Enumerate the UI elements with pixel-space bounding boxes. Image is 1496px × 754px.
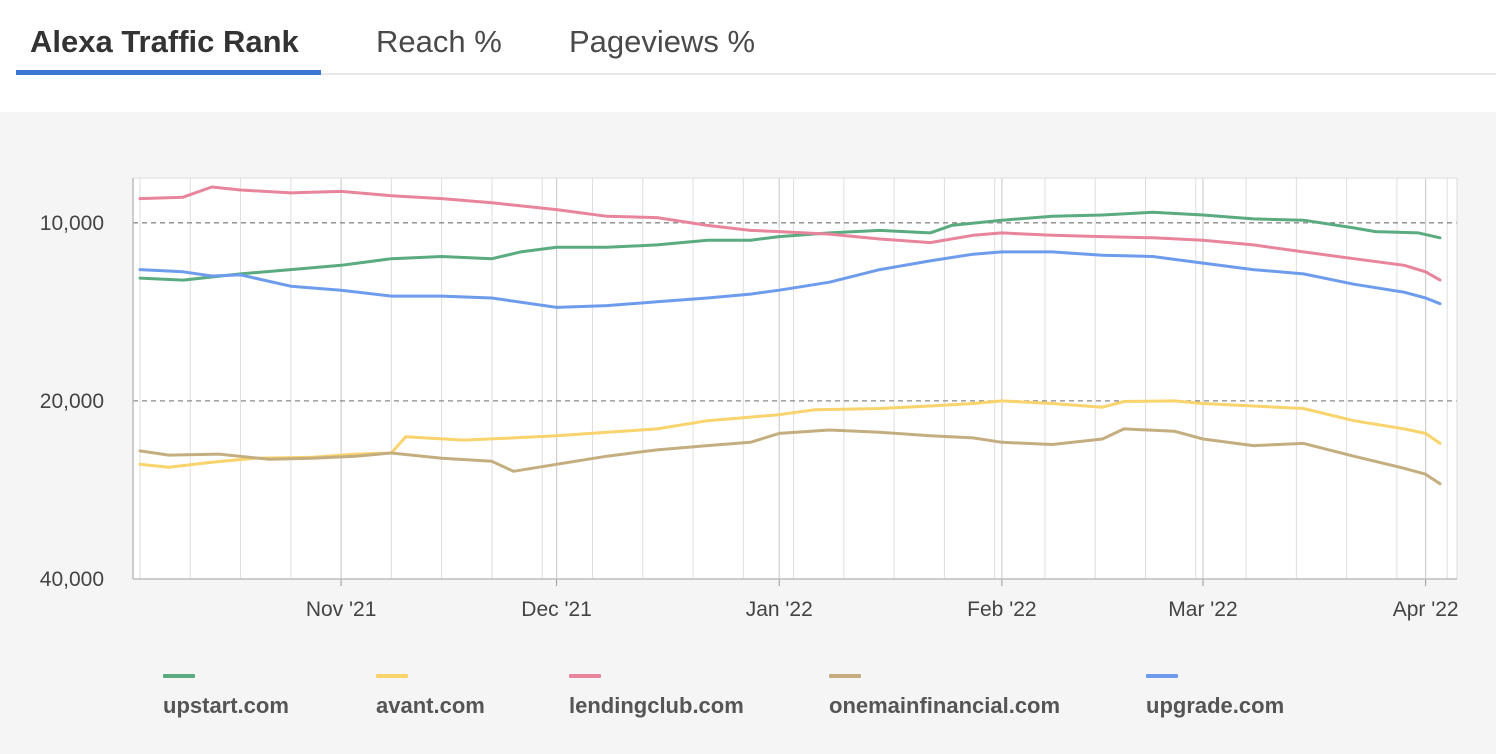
x-tick-label-2: Jan '22 — [746, 598, 813, 621]
chart-legend: upstart.com avant.com lendingclub.com on… — [0, 663, 1496, 733]
traffic-rank-chart: Nov '21 Dec '21 Jan '22 Feb '22 Mar '22 Apr '… — [40, 177, 1459, 621]
legend-swatch-avant — [376, 674, 408, 678]
legend-label-upgrade: upgrade.com — [1146, 693, 1285, 718]
legend-label-onemainfinancial: onemainfinancial.com — [829, 693, 1061, 718]
x-tick-label-5: Apr '22 — [1393, 598, 1459, 621]
tab-reach-percent[interactable]: Reach % — [376, 24, 502, 59]
x-tick-label-0: Nov '21 — [306, 598, 377, 621]
series-line-onemainfinancial — [138, 427, 1442, 486]
y-tick-label-1: 20,000 — [40, 390, 104, 413]
y-tick-label-0: 10,000 — [40, 212, 104, 235]
y-tick-label-2: 40,000 — [40, 568, 104, 591]
legend-swatch-lendingclub — [569, 674, 601, 678]
series-line-upstart — [138, 210, 1442, 282]
tab-pageviews-percent[interactable]: Pageviews % — [569, 24, 756, 59]
x-tick-label-4: Mar '22 — [1168, 598, 1237, 621]
series-line-lendingclub — [138, 185, 1442, 282]
legend-label-upstart: upstart.com — [163, 693, 289, 718]
metric-tabs: Alexa Traffic Rank Reach % Pageviews % — [16, 0, 1496, 75]
series-line-upgrade — [138, 250, 1442, 309]
x-tick-label-3: Feb '22 — [967, 598, 1036, 621]
x-tick-label-1: Dec '21 — [521, 598, 592, 621]
chart-panel: Nov '21 Dec '21 Jan '22 Feb '22 Mar '22 Apr '… — [0, 112, 1496, 754]
legend-label-avant: avant.com — [376, 693, 485, 718]
tab-alexa-traffic-rank[interactable]: Alexa Traffic Rank — [16, 24, 321, 75]
legend-swatch-upgrade — [1146, 674, 1178, 678]
legend-swatch-onemainfinancial — [829, 674, 861, 678]
plot-area — [133, 178, 1457, 579]
legend-label-lendingclub: lendingclub.com — [569, 693, 744, 718]
series-line-avant — [138, 399, 1442, 469]
legend-swatch-upstart — [163, 674, 195, 678]
